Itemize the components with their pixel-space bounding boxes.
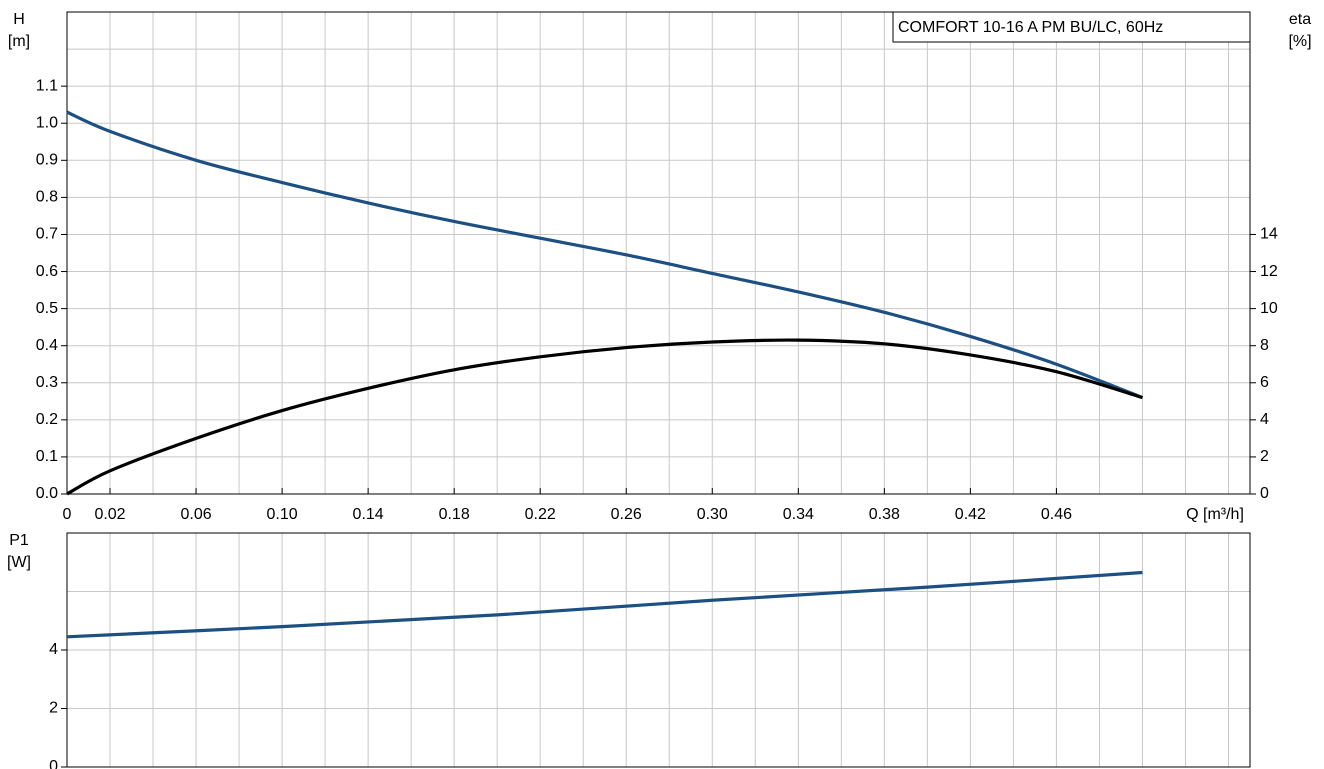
plot-frame [66, 11, 1251, 495]
y-tick-label: 0.7 [36, 226, 58, 243]
x-tick-label: 0.42 [955, 506, 986, 523]
y2-tick-label: 4 [1260, 411, 1269, 428]
curve [66, 110, 1144, 400]
y-tick-label: 2 [49, 700, 58, 717]
x-tick-label: 0.30 [697, 506, 728, 523]
y-axis-unit: [m] [8, 33, 30, 50]
y-tick-label: 0.9 [36, 152, 58, 169]
y-tick-label: 0.6 [36, 263, 58, 280]
x-tick-label: 0 [63, 506, 72, 523]
x-tick-label: 0.18 [439, 506, 470, 523]
x-tick-label: 0.14 [353, 506, 384, 523]
y2-tick-label: 2 [1260, 448, 1269, 465]
y2-axis-label: eta [1289, 11, 1311, 28]
y2-axis-unit: [%] [1288, 33, 1311, 50]
x-tick-label: 0.46 [1041, 506, 1072, 523]
y-axis-label: H [13, 11, 25, 28]
y-tick-label: 0.4 [36, 337, 58, 354]
y-tick-label: 0.1 [36, 448, 58, 465]
y-tick-label: 1.1 [36, 77, 58, 94]
y-tick-label: 0.8 [36, 189, 58, 206]
y2-tick-label: 0 [1260, 485, 1269, 502]
y-tick-label: 0.2 [36, 411, 58, 428]
y-tick-label: 0 [49, 758, 58, 769]
y-axis-unit: [W] [7, 554, 31, 571]
y-axis-label: P1 [9, 532, 29, 549]
x-tick-label: 0.34 [783, 506, 814, 523]
x-tick-label: 0.06 [180, 506, 211, 523]
chart-title: COMFORT 10-16 A PM BU/LC, 60Hz [898, 19, 1163, 36]
y2-tick-label: 6 [1260, 374, 1269, 391]
y-tick-label: 0.3 [36, 374, 58, 391]
x-axis-label: Q [m³/h] [1186, 506, 1244, 523]
curve [66, 570, 1143, 639]
x-tick-label: 0.26 [611, 506, 642, 523]
title-box [892, 11, 1251, 43]
x-tick-label: 0.22 [525, 506, 556, 523]
y-tick-label: 4 [49, 641, 58, 658]
x-tick-label: 0.38 [869, 506, 900, 523]
y2-tick-label: 14 [1260, 226, 1278, 243]
x-tick-label: 0.02 [94, 506, 125, 523]
y2-tick-label: 8 [1260, 337, 1269, 354]
y2-tick-label: 12 [1260, 263, 1278, 280]
y-tick-label: 0.5 [36, 300, 58, 317]
curve [66, 338, 1143, 496]
x-tick-label: 0.10 [267, 506, 298, 523]
y-tick-label: 0.0 [36, 485, 58, 502]
y-tick-label: 1.0 [36, 114, 58, 131]
y2-tick-label: 10 [1260, 300, 1278, 317]
